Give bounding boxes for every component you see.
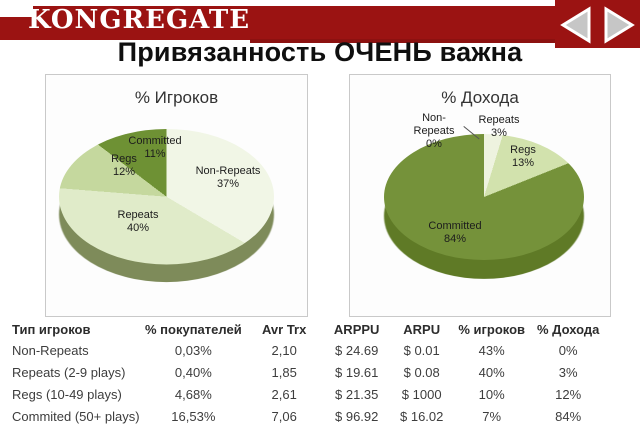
players-pie-panel: % Игроков Committed 11% Regs 12% Non-Rep… — [45, 74, 308, 317]
revenue-pie-chart — [384, 134, 584, 279]
metrics-table: Тип игроков % покупателей Avr Trx ARPPU … — [8, 320, 610, 427]
slice-label-regs: Regs 13% — [510, 144, 536, 169]
slice-label-committed: Committed 11% — [128, 135, 182, 160]
table-row: Commited (50+ plays) 16,53% 7,06 $ 96.92… — [12, 408, 582, 424]
banner-step-notch — [0, 6, 33, 17]
col-header: Avr Trx — [262, 322, 307, 337]
col-header: Тип игроков — [12, 322, 91, 337]
pie-slices — [59, 129, 274, 265]
col-header: % Дохода — [537, 322, 600, 337]
next-slide-arrow-icon[interactable] — [604, 6, 635, 44]
players-chart-title: % Игроков — [134, 88, 219, 107]
slice-label-regs: Regs 12% — [111, 153, 137, 178]
header-banner — [0, 6, 640, 40]
banner-underline — [250, 39, 640, 43]
col-header: % игроков — [458, 322, 526, 337]
revenue-chart-title: % Дохода — [441, 88, 519, 107]
table-row: Repeats (2-9 plays) 0,40% 1,85 $ 19.61 $… — [12, 364, 578, 380]
prev-slide-arrow-icon[interactable] — [560, 6, 591, 44]
col-header: ARPPU — [333, 322, 380, 337]
table-row: Regs (10-49 plays) 4,68% 2,61 $ 21.35 $ … — [12, 386, 582, 402]
page-title: Привязанность ОЧЕНЬ важна — [117, 37, 523, 67]
slice-label-nonrepeats: Non-Repeats 0% — [413, 112, 455, 150]
players-pie-chart — [59, 129, 274, 283]
pie-slices — [384, 134, 584, 260]
slice-label-repeats: Repeats 40% — [117, 209, 159, 234]
col-header: % покупателей — [145, 322, 242, 337]
kongregate-logo: KONGREGATE — [28, 5, 251, 35]
table-row: Non-Repeats 0,03% 2,10 $ 24.69 $ 0.01 43… — [12, 342, 578, 358]
col-header: ARPU — [403, 322, 441, 337]
slice-label-nonrepeats: Non-Repeats 37% — [195, 165, 261, 190]
table-header-row: Тип игроков % покупателей Avr Trx ARPPU … — [8, 320, 610, 339]
slide-nav — [555, 0, 640, 48]
revenue-pie-panel: % Дохода Non-Repeats 0% Repeats 3% Regs … — [349, 74, 611, 317]
slice-label-repeats: Repeats 3% — [478, 114, 520, 139]
slice-label-committed: Committed 84% — [428, 220, 482, 245]
